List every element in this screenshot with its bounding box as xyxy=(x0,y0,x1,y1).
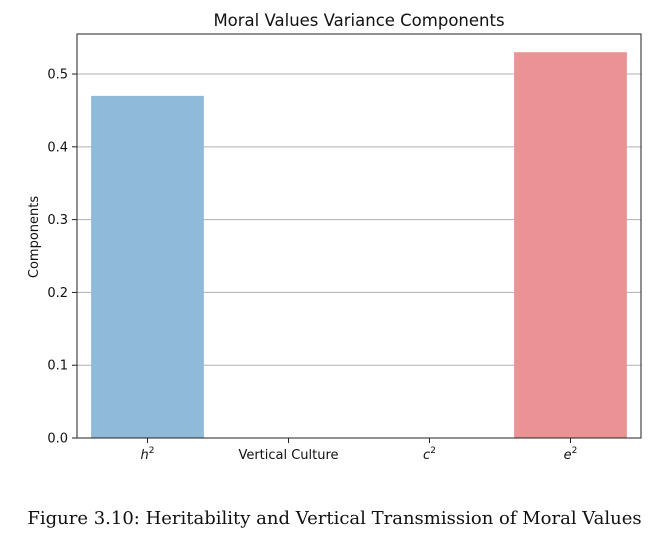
figure-caption: Figure 3.10: Heritability and Vertical T… xyxy=(27,508,642,529)
y-tick-label: 0.1 xyxy=(47,359,68,374)
x-tick-label: c2 xyxy=(423,446,436,463)
y-ticks: 0.0 0.1 0.2 0.3 0.4 0.5 xyxy=(47,68,77,447)
bars xyxy=(91,52,627,439)
x-tick-label: e2 xyxy=(564,446,578,463)
chart-title: Moral Values Variance Components xyxy=(213,11,504,30)
x-tick-label: Vertical Culture xyxy=(238,448,338,463)
x-tick-label: h2 xyxy=(141,446,155,463)
bar-0 xyxy=(91,95,204,438)
plot-frame xyxy=(76,33,642,439)
y-tick-label: 0.5 xyxy=(47,68,68,83)
y-tick-label: 0.4 xyxy=(47,140,68,155)
x-ticks: h2 Vertical Culture c2 e2 xyxy=(141,438,578,463)
bar-3 xyxy=(514,52,627,439)
variance-bar-chart: Moral Values Variance Components Compone… xyxy=(27,11,642,463)
y-tick-label: 0.2 xyxy=(47,286,68,301)
y-tick-label: 0.3 xyxy=(47,213,68,228)
y-tick-label: 0.0 xyxy=(47,432,68,447)
y-axis-label: Components xyxy=(27,196,42,278)
